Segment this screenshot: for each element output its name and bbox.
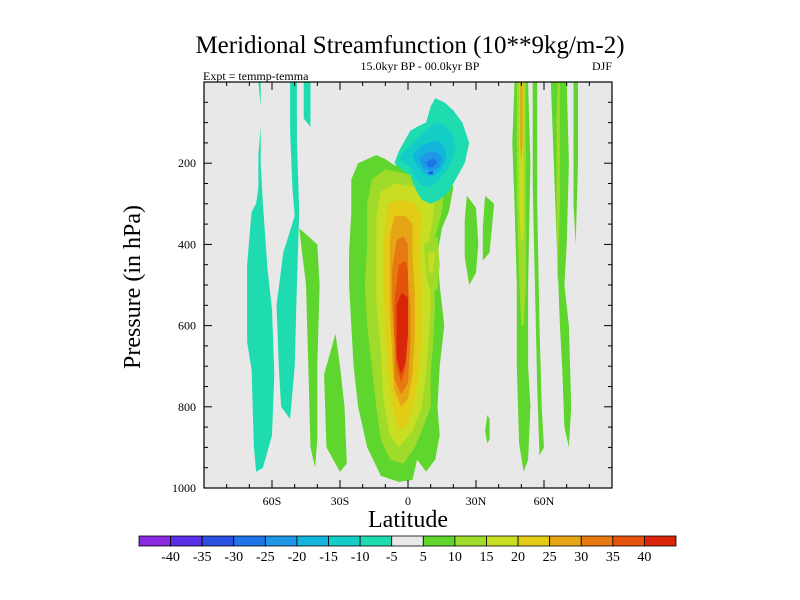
contour-region-3 xyxy=(299,228,320,468)
colorbar-swatch xyxy=(359,535,393,547)
colorbar-label: 10 xyxy=(448,550,462,565)
colorbar-swatch xyxy=(201,535,235,547)
colorbar-label: 20 xyxy=(511,550,525,565)
contour-region-14 xyxy=(428,252,436,273)
y-tick-label: 600 xyxy=(178,319,196,333)
x-tick-label: 60N xyxy=(534,494,555,508)
colorbar-swatch xyxy=(612,535,645,547)
colorbar-label: -25 xyxy=(256,550,275,565)
chart-subtitle-right: DJF xyxy=(592,59,612,73)
colorbar-swatch xyxy=(454,535,487,547)
colorbar-label: -30 xyxy=(224,550,243,565)
y-tick-label: 400 xyxy=(178,237,196,251)
colorbar-swatch xyxy=(170,535,203,547)
colorbar-swatch xyxy=(328,535,361,547)
axis-ticks xyxy=(203,81,613,489)
colorbar-label: -10 xyxy=(351,550,370,565)
contour-region-29 xyxy=(550,82,572,448)
y-tick-label: 1000 xyxy=(172,481,196,495)
colorbar-swatch xyxy=(264,535,298,547)
colorbar-swatch xyxy=(391,535,424,547)
colorbar-swatch xyxy=(233,535,266,547)
colorbar-label: 25 xyxy=(543,550,557,565)
colorbar-swatch xyxy=(138,535,171,547)
contour-region-27 xyxy=(520,82,523,164)
contour-region-2 xyxy=(303,82,311,127)
colorbar-label: -15 xyxy=(319,550,338,565)
colorbar-label: 30 xyxy=(574,550,588,565)
colorbar-swatch xyxy=(296,535,329,547)
contour-region-0 xyxy=(247,82,275,472)
y-tick-label: 800 xyxy=(178,400,196,414)
x-tick-label: 30N xyxy=(466,494,487,508)
contour-region-31 xyxy=(573,82,578,245)
contour-region-30 xyxy=(556,82,560,285)
contour-region-22 xyxy=(482,195,495,261)
colorbar-label: 35 xyxy=(606,550,620,565)
colorbar-label: -20 xyxy=(288,550,307,565)
contour-region-20 xyxy=(428,171,433,175)
colorbar-swatch xyxy=(422,535,456,547)
contour-fills xyxy=(247,82,578,482)
colorbar: -40 -35 -30 -25 -20 -15 -10 -5 5 10 15 20 25 30 35 40 xyxy=(138,535,677,565)
x-tick-label: 30S xyxy=(331,494,350,508)
chart-subtitle-left: Expt = temmp-temma xyxy=(203,69,309,83)
colorbar-label: -40 xyxy=(161,550,180,565)
colorbar-label: 15 xyxy=(479,550,493,565)
x-tick-label: 60S xyxy=(263,494,282,508)
colorbar-label: 40 xyxy=(637,550,651,565)
colorbar-label: 5 xyxy=(420,550,427,565)
colorbar-label: -5 xyxy=(386,550,398,565)
y-axis-label: Pressure (in hPa) xyxy=(120,205,146,369)
chart-title: Meridional Streamfunction (10**9kg/m-2) xyxy=(195,32,624,59)
contour-region-4 xyxy=(324,333,347,472)
colorbar-swatch xyxy=(549,535,582,547)
y-tick-labels: 200 400 600 800 1000 xyxy=(172,156,196,495)
contour-region-12 xyxy=(396,293,408,375)
contour-region-1 xyxy=(276,82,300,419)
contour-region-21 xyxy=(464,195,479,285)
contour-region-19 xyxy=(426,158,438,168)
contour-region-28 xyxy=(532,82,544,456)
y-tick-label: 200 xyxy=(178,156,196,170)
x-axis-label: Latitude xyxy=(368,507,448,533)
x-tick-labels: 60S 30S 0 30N 60N xyxy=(263,494,555,508)
colorbar-swatch xyxy=(644,535,677,547)
colorbar-swatch xyxy=(517,535,551,547)
colorbar-swatch xyxy=(580,535,614,547)
colorbar-swatch xyxy=(486,535,519,547)
chart-subtitle-center: 15.0kyr BP - 00.0kyr BP xyxy=(361,59,480,73)
contour-region-23 xyxy=(485,414,490,444)
colorbar-label: -35 xyxy=(193,550,212,565)
x-tick-label: 0 xyxy=(405,494,411,508)
